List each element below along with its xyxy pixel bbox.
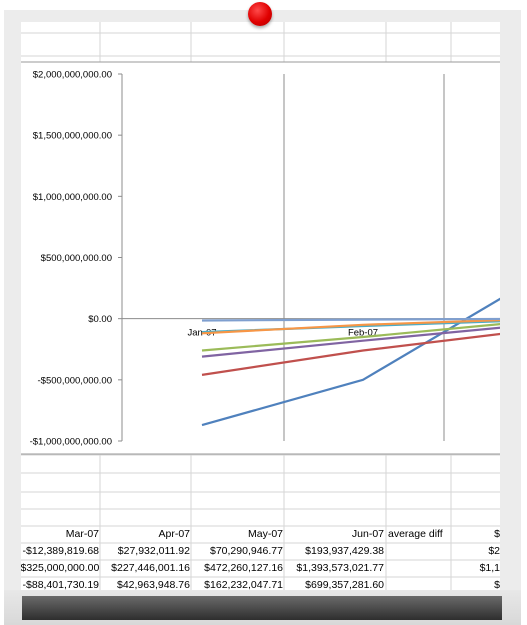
table-cell[interactable]: $1,1 — [479, 562, 500, 574]
table-cell[interactable]: $27,932,011.92 — [117, 545, 190, 557]
table-cell[interactable]: $699,357,281.60 — [305, 579, 384, 590]
y-tick-label: -$1,000,000,000.00 — [30, 437, 112, 448]
table-row: -$325,000,000.00 $227,446,001.16 $472,26… — [21, 560, 500, 577]
chart-area — [21, 62, 500, 454]
header-cell[interactable]: Jun-07 — [351, 528, 384, 540]
table-row: -$88,401,730.19 $42,963,948.76 $162,232,… — [21, 577, 500, 590]
pushpin-icon — [248, 2, 272, 26]
table-cell[interactable]: $193,937,429.38 — [305, 545, 384, 557]
table-cell[interactable]: $227,446,001.16 — [111, 562, 190, 574]
series-line — [201, 319, 500, 335]
table-cell[interactable]: -$88,401,730.19 — [22, 579, 99, 590]
bottom-bar — [22, 596, 502, 620]
header-cell[interactable]: Apr-07 — [158, 528, 190, 540]
table-cell[interactable]: $162,232,047.71 — [204, 579, 283, 590]
y-tick-label: $0.00 — [88, 314, 112, 325]
table-cell[interactable]: $ — [494, 579, 500, 590]
y-tick-label: -$500,000,000.00 — [38, 375, 112, 386]
spreadsheet-area: $2,000,000,000.00 $1,500,000,000.00 $1,000… — [21, 22, 500, 590]
header-cell[interactable]: Mar-07 — [65, 528, 99, 540]
table-row: -$12,389,819.68 $27,932,011.92 $70,290,9… — [21, 543, 500, 560]
y-tick-label: $500,000,000.00 — [41, 253, 112, 264]
bottom-shelf — [4, 590, 521, 625]
series-line — [201, 332, 500, 376]
line-chart: $2,000,000,000.00 $1,500,000,000.00 $1,000… — [21, 61, 500, 455]
header-cell[interactable]: $ — [494, 528, 500, 540]
x-tick-label: Feb-07 — [348, 328, 378, 339]
table-cell[interactable]: $1,393,573,021.77 — [296, 562, 384, 574]
series-line — [201, 323, 500, 352]
table-cell[interactable]: $42,963,948.76 — [117, 579, 190, 590]
table-cell[interactable]: -$325,000,000.00 — [21, 562, 99, 574]
data-table: Mar-07 Apr-07 May-07 Jun-07 average diff… — [21, 526, 500, 590]
table-header-row: Mar-07 Apr-07 May-07 Jun-07 average diff… — [21, 526, 500, 543]
table-cell[interactable]: $2 — [488, 545, 500, 557]
y-tick-label: $2,000,000,000.00 — [33, 70, 112, 81]
table-cell[interactable]: $472,260,127.16 — [204, 562, 283, 574]
header-cell-average-diff[interactable]: average diff — [388, 528, 443, 540]
table-cell[interactable]: -$12,389,819.68 — [22, 545, 99, 557]
series-line — [201, 326, 500, 358]
series-line — [201, 317, 500, 322]
header-cell[interactable]: May-07 — [247, 528, 283, 540]
table-cell[interactable]: $70,290,946.77 — [210, 545, 283, 557]
y-tick-label: $1,500,000,000.00 — [33, 131, 112, 142]
y-tick-label: $1,000,000,000.00 — [33, 192, 112, 203]
